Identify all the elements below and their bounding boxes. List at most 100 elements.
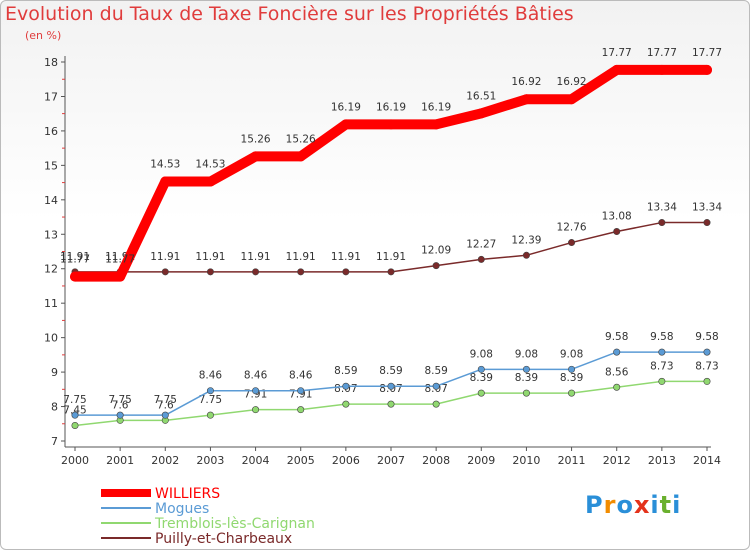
data-label: 15.26 <box>241 133 271 145</box>
data-point <box>566 94 577 105</box>
data-point <box>387 400 395 408</box>
y-tick-label: 15 <box>44 159 58 172</box>
data-label: 14.53 <box>195 159 225 171</box>
data-label: 8.59 <box>379 365 402 377</box>
logo-letter: P <box>585 491 604 519</box>
data-label: 7.75 <box>199 394 222 406</box>
data-point <box>297 387 305 395</box>
logo-letter: i <box>672 491 682 519</box>
data-point <box>703 219 711 227</box>
logo-letter: r <box>603 491 617 519</box>
data-label: 11.91 <box>376 251 406 263</box>
data-label: 11.77 <box>60 254 90 266</box>
data-label: 13.34 <box>692 202 722 214</box>
legend-label: Tremblois-lès-Carignan <box>154 516 315 532</box>
y-tick-label: 17 <box>44 90 58 103</box>
data-label: 7.6 <box>157 399 174 411</box>
logo-letter: x <box>633 491 651 519</box>
data-label: 8.73 <box>695 360 718 372</box>
data-point <box>297 406 305 414</box>
data-point <box>342 382 350 390</box>
data-label: 7.91 <box>289 389 312 401</box>
data-point <box>431 119 442 130</box>
data-label: 15.26 <box>286 133 316 145</box>
data-point <box>703 377 711 385</box>
x-tick-label: 2002 <box>151 454 179 467</box>
data-point <box>70 271 80 282</box>
data-point <box>342 400 350 408</box>
data-label: 8.39 <box>470 372 493 384</box>
y-tick-label: 16 <box>44 125 58 138</box>
data-point <box>658 377 666 385</box>
y-tick-label: 14 <box>44 194 58 207</box>
x-tick-label: 2010 <box>512 454 540 467</box>
data-label: 12.76 <box>557 222 587 234</box>
y-tick-label: 18 <box>44 56 58 69</box>
chart-unit: (en %) <box>25 29 62 42</box>
data-point <box>71 411 79 419</box>
data-label: 11.91 <box>286 251 316 263</box>
data-point <box>432 382 440 390</box>
data-point <box>658 348 666 356</box>
x-tick-label: 2012 <box>603 454 631 467</box>
x-tick-label: 2013 <box>648 454 676 467</box>
data-label: 17.77 <box>692 47 722 59</box>
data-point <box>205 176 216 187</box>
logo-letter: o <box>616 491 634 519</box>
data-label: 9.58 <box>650 331 673 343</box>
data-label: 9.08 <box>560 348 583 360</box>
data-label: 12.39 <box>511 234 541 246</box>
y-tick-label: 9 <box>51 366 58 379</box>
x-tick-label: 2011 <box>558 454 586 467</box>
data-label: 8.46 <box>289 370 313 382</box>
data-point <box>658 219 666 227</box>
data-point <box>297 268 305 276</box>
data-label: 16.92 <box>511 76 541 88</box>
data-point <box>477 255 485 263</box>
data-label: 13.34 <box>647 202 677 214</box>
legend-label: Puilly-et-Charbeaux <box>155 531 292 547</box>
x-tick-label: 2014 <box>693 454 721 467</box>
data-label: 12.09 <box>421 245 451 257</box>
x-tick-label: 2008 <box>422 454 450 467</box>
x-tick-label: 2005 <box>287 454 315 467</box>
data-point <box>521 94 532 105</box>
data-point <box>161 268 169 276</box>
y-tick-label: 7 <box>51 435 58 448</box>
data-point <box>250 151 261 162</box>
series-line-3 <box>74 221 708 273</box>
data-label: 7.45 <box>63 404 86 416</box>
data-point <box>206 387 214 395</box>
data-label: 12.27 <box>466 238 496 250</box>
data-label: 16.92 <box>557 76 587 88</box>
data-label: 11.91 <box>195 251 225 263</box>
data-label: 8.39 <box>560 372 583 384</box>
x-tick-label: 2006 <box>332 454 360 467</box>
data-point <box>116 411 124 419</box>
y-tick-label: 13 <box>44 228 58 241</box>
x-tick-label: 2004 <box>242 454 270 467</box>
data-point <box>568 239 576 247</box>
data-point <box>568 365 576 373</box>
y-tick-label: 10 <box>44 332 58 345</box>
x-tick-label: 2007 <box>377 454 405 467</box>
data-point <box>656 64 667 75</box>
data-point <box>387 382 395 390</box>
data-label: 7.91 <box>244 389 267 401</box>
chart-title: Evolution du Taux de Taxe Foncière sur l… <box>5 3 574 25</box>
data-point <box>568 389 576 397</box>
data-point <box>613 348 621 356</box>
data-label: 7.75 <box>108 394 131 406</box>
logo-letter: i <box>650 491 660 519</box>
data-label: 16.19 <box>376 101 406 113</box>
data-point <box>387 268 395 276</box>
data-point <box>703 348 711 356</box>
legend-label: Mogues <box>155 501 209 517</box>
logo-letter: t <box>659 491 673 519</box>
data-point <box>206 268 214 276</box>
data-label: 11.91 <box>331 251 361 263</box>
data-point <box>295 151 306 162</box>
data-label: 11.77 <box>105 254 135 266</box>
